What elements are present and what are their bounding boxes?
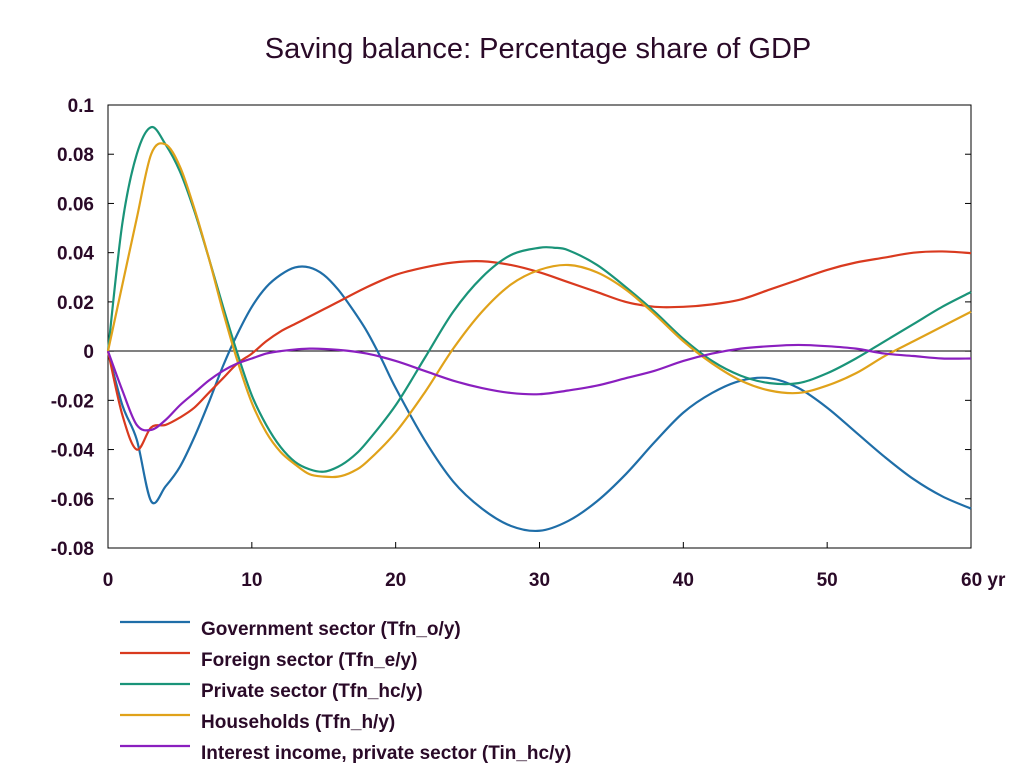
chart-title: Saving balance: Percentage share of GDP [265,33,812,65]
plot-frame [107,104,972,549]
x-tick-label: 30 [529,570,550,591]
legend-label-government-sector: Government sector (Tfn_o/y) [201,619,461,640]
series-line-foreign-sector [106,250,972,451]
legend-label-private-sector: Private sector (Tfn_hc/y) [201,681,423,702]
x-tick-label: 20 [385,570,406,591]
y-tick-label: -0.02 [51,391,94,412]
series-line-government-sector [106,265,972,533]
y-tick-label: -0.04 [51,441,95,462]
x-axis-ticks: 0 10 20 30 40 50 60 yr [103,542,1006,591]
legend-label-households: Households (Tfn_h/y) [201,712,395,733]
legend-label-foreign-sector: Foreign sector (Tfn_e/y) [201,650,417,671]
y-tick-label: 0.08 [57,145,94,166]
x-tick-label: 60 yr [961,570,1006,591]
y-tick-label: 0 [83,342,94,363]
y-tick-label: 0.04 [57,244,94,265]
x-tick-label: 50 [817,570,838,591]
y-axis-ticks: 0.1 0.08 0.06 0.04 0.02 0 -0.02 -0.04 -0.06 -0.08 [51,96,971,560]
y-tick-label: -0.06 [51,490,94,511]
series-line-interest-income [106,343,972,432]
series-line-households [106,142,972,479]
y-tick-label: 0.02 [57,293,94,314]
x-tick-label: 40 [673,570,694,591]
y-tick-label: 0.1 [68,96,95,117]
x-tick-label: 10 [241,570,262,591]
legend: Government sector (Tfn_o/y) Foreign secto… [120,619,571,764]
legend-label-interest-income: Interest income, private sector (Tin_hc/… [201,743,571,764]
y-tick-label: 0.06 [57,194,94,215]
series-lines [106,126,972,533]
x-tick-label: 0 [103,570,114,591]
y-tick-label: -0.08 [51,539,94,560]
